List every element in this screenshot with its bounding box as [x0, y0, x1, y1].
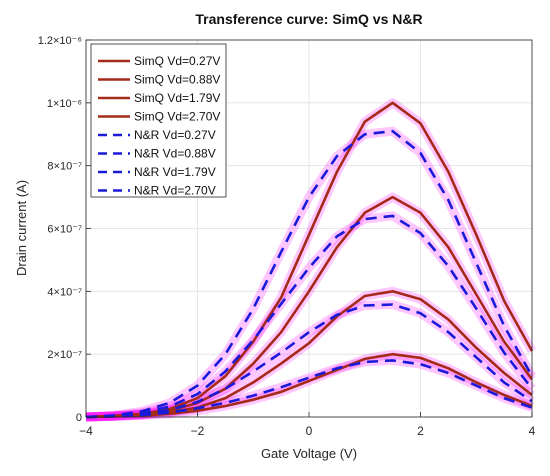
- x-tick-label: 4: [529, 424, 536, 438]
- x-tick-label: −2: [191, 424, 205, 438]
- y-tick-label: 0: [76, 412, 82, 424]
- legend-label: N&R Vd=0.27V: [134, 128, 216, 142]
- grid: [85, 39, 533, 418]
- y-tick-label: 8×10⁻⁷: [47, 161, 82, 173]
- x-tick-label: 0: [306, 424, 313, 438]
- series-line-6: [85, 303, 533, 419]
- y-tick-label: 6×10⁻⁷: [47, 224, 82, 236]
- y-axis-ticks: 0 2×10⁻⁷ 4×10⁻⁷ 6×10⁻⁷ 8×10⁻⁷ 1×10⁻⁶ 1.2×10⁻⁶: [38, 35, 91, 424]
- y-tick-label: 1×10⁻⁶: [47, 98, 82, 110]
- legend-label: N&R Vd=0.88V: [134, 147, 216, 161]
- plot-area: −4 −2 0 2 4 0 2×10⁻⁷ 4×10⁻⁷ 6×10⁻⁷ 8×10⁻⁷ 1×10⁻⁶ 1…: [38, 35, 536, 438]
- y-tick-label: 1.2×10⁻⁶: [38, 35, 82, 47]
- legend-label: SimQ Vd=0.88V: [134, 73, 220, 87]
- x-tick-label: 2: [417, 424, 424, 438]
- chart-title: Transference curve: SimQ vs N&R: [195, 11, 422, 27]
- legend: SimQ Vd=0.27V SimQ Vd=0.88V SimQ Vd=1.79V S…: [90, 43, 227, 198]
- x-tick-label: −4: [79, 424, 93, 438]
- y-axis-label: Drain current (A): [14, 180, 29, 276]
- legend-label: SimQ Vd=0.27V: [134, 54, 220, 68]
- legend-label: SimQ Vd=2.70V: [134, 110, 220, 124]
- legend-label: N&R Vd=2.70V: [134, 184, 216, 198]
- series-line-5: [85, 359, 533, 419]
- x-axis-ticks: −4 −2 0 2 4: [79, 412, 536, 438]
- series-lines: [85, 101, 534, 419]
- y-tick-label: 4×10⁻⁷: [47, 286, 82, 298]
- series-line-7: [85, 214, 534, 419]
- series-line-8: [85, 129, 534, 419]
- y-tick-label: 2×10⁻⁷: [47, 349, 82, 361]
- x-axis-label: Gate Voltage (V): [261, 446, 357, 461]
- legend-label: N&R Vd=1.79V: [134, 165, 216, 179]
- legend-label: SimQ Vd=1.79V: [134, 91, 220, 105]
